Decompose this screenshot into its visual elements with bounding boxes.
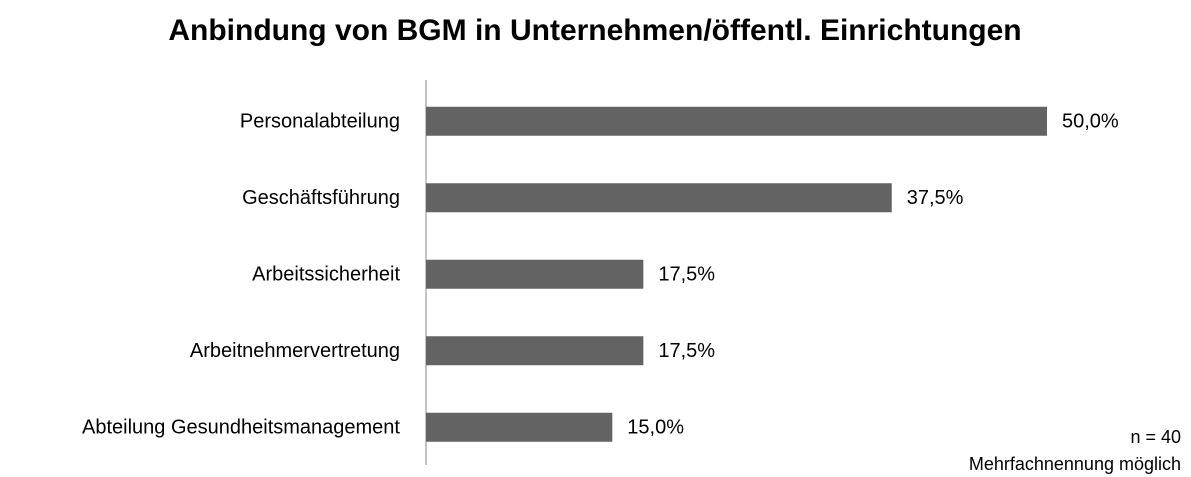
bar (426, 106, 1047, 136)
value-label: 37,5% (907, 187, 964, 209)
chart-title: Anbindung von BGM in Unternehmen/öffentl… (168, 14, 1021, 47)
y-tick-label: Personalabteilung (240, 111, 400, 133)
bar (426, 183, 892, 213)
y-tick-label: Arbeitssicherheit (252, 264, 400, 286)
value-label: 50,0% (1062, 111, 1119, 133)
y-tick-label: Geschäftsführung (242, 187, 400, 209)
y-tick-label: Abteilung Gesundheitsmanagement (82, 417, 400, 439)
bar (426, 336, 644, 366)
annotation: n = 40 (1130, 427, 1181, 447)
bar (426, 412, 613, 442)
y-tick-label: Arbeitnehmervertretung (190, 340, 400, 362)
value-label: 17,5% (658, 264, 715, 286)
value-label: 17,5% (658, 340, 715, 362)
bar (426, 259, 644, 289)
value-label: 15,0% (627, 417, 684, 439)
annotation: Mehrfachnennung möglich (969, 454, 1181, 474)
